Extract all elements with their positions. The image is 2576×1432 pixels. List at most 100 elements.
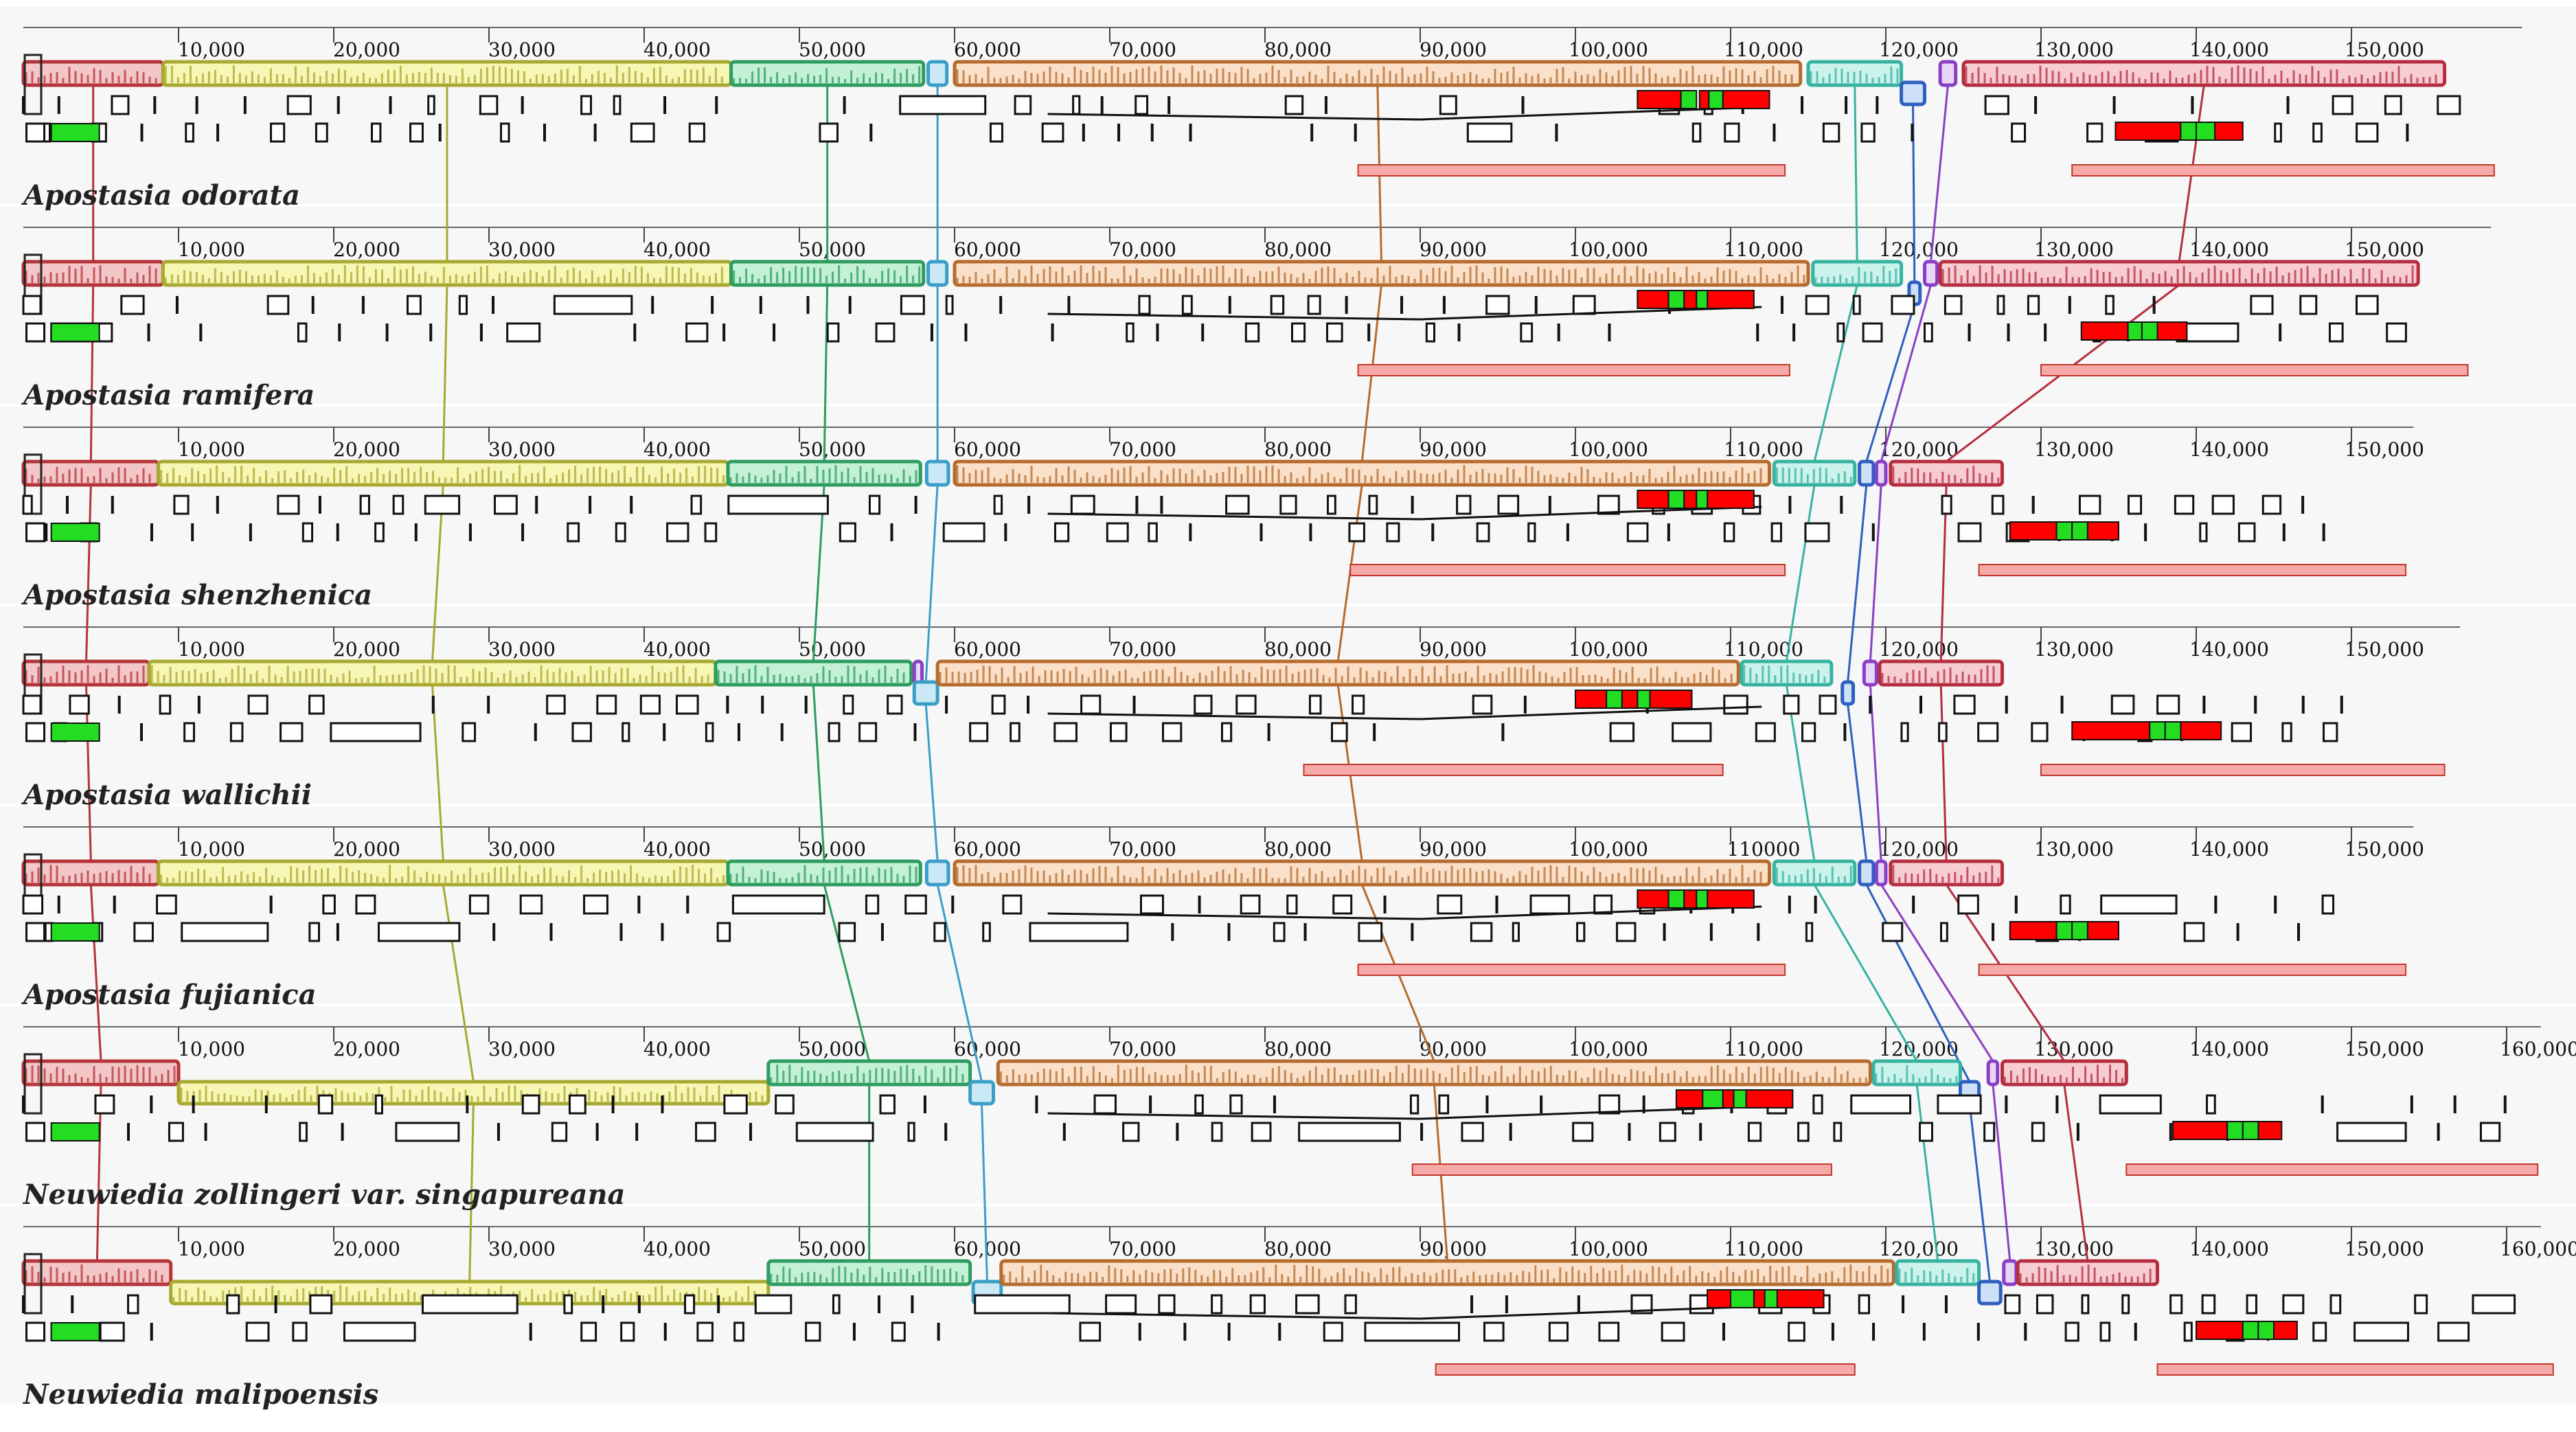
gene-box <box>580 95 593 115</box>
gene-box <box>133 922 154 942</box>
ruler-tick-label: 30,000 <box>488 438 556 461</box>
gene-box <box>1485 295 1510 315</box>
gene-box <box>461 722 477 742</box>
gene-box <box>1162 722 1183 742</box>
ruler-tick-label: 70,000 <box>1109 1238 1176 1260</box>
ruler-tick-label: 20,000 <box>333 1238 400 1260</box>
gene-box <box>1957 894 1979 915</box>
ruler-tick-label: 60,000 <box>954 1038 1021 1060</box>
gene-box <box>2384 95 2402 115</box>
gene-box <box>1944 295 1963 315</box>
homology-connector <box>1869 484 1882 662</box>
ruler-tick-label: 10,000 <box>178 638 245 661</box>
gene-box <box>2081 1294 2090 1315</box>
gene-rrna-green <box>1667 490 1685 509</box>
gene-rrna-red <box>1707 290 1755 309</box>
gene-rrna-green <box>2127 321 2143 341</box>
gene-box <box>1053 722 1078 742</box>
ruler-tick-label: 130,000 <box>2034 638 2114 661</box>
homology-connector <box>1939 684 1948 862</box>
gene-rrna-red <box>2214 122 2244 141</box>
ruler-tick-label: 80,000 <box>1264 38 1332 61</box>
gene-rrna-red <box>1637 490 1669 509</box>
ruler-tick-label: 70,000 <box>1109 838 1176 861</box>
inverted-repeat-bar <box>2040 364 2469 376</box>
gene-box <box>1240 894 1261 915</box>
gene-box <box>322 894 336 915</box>
genome-start-marker <box>23 453 43 515</box>
gene-box <box>1860 122 1876 143</box>
genome-start-marker <box>23 1253 43 1315</box>
ruler-tick-label: 80,000 <box>1264 638 1332 661</box>
gene-box <box>1284 95 1304 115</box>
gene-box <box>805 1321 821 1342</box>
ruler-tick-label: 150,000 <box>2345 38 2424 61</box>
gene-box <box>25 722 46 742</box>
gene-box <box>1937 1094 1982 1115</box>
gene-box <box>567 522 580 543</box>
gene-box <box>704 522 718 543</box>
gene-box <box>2078 495 2101 515</box>
lcb-block <box>1938 60 1958 87</box>
ruler-tick-label: 50,000 <box>799 1238 866 1260</box>
ruler-tick-label: 30,000 <box>488 238 556 261</box>
gene-rrna-green <box>1733 1089 1747 1109</box>
gene-box <box>695 1122 716 1142</box>
lcb-similarity-profile <box>2004 1065 2123 1082</box>
lcb-similarity-profile <box>1775 467 1852 483</box>
genome-name-label: Apostasia ramifera <box>21 379 315 411</box>
gene-green-start <box>50 723 100 742</box>
gene-box <box>156 894 177 915</box>
gene-box <box>639 694 661 715</box>
gene-box <box>2329 1294 2342 1315</box>
gene-rrna-green <box>1696 889 1709 909</box>
homology-connector <box>1968 1103 1991 1282</box>
gene-rrna-green <box>2055 921 2073 940</box>
gene-box <box>2086 122 2104 143</box>
lcb-similarity-profile <box>999 1065 1867 1082</box>
gene-box <box>2472 1294 2516 1315</box>
gene-box <box>1279 495 1297 515</box>
lcb-block <box>1986 1059 2000 1087</box>
homology-connector <box>812 684 825 862</box>
gene-box <box>2064 1321 2079 1342</box>
inverted-repeat-bar <box>1978 964 2407 976</box>
gene-box <box>1512 922 1520 942</box>
ruler-tick-label: 100,000 <box>1569 638 1648 661</box>
gene-rrna-red <box>1649 690 1693 709</box>
gene-box <box>1298 1122 1401 1142</box>
gene-box <box>2027 295 2040 315</box>
gene-rrna-red <box>1722 1089 1735 1109</box>
gene-box <box>1819 694 1837 715</box>
gene-box <box>568 1094 586 1115</box>
gene-box <box>22 495 33 515</box>
gene-rrna-red <box>1707 1289 1732 1308</box>
gene-box <box>1957 522 1982 543</box>
gene-box <box>1747 1122 1762 1142</box>
gene-box <box>395 1122 460 1142</box>
gene-box <box>596 694 617 715</box>
gene-box <box>891 1321 906 1342</box>
ruler-tick-label: 20,000 <box>333 438 400 461</box>
lcb-block <box>21 1259 173 1286</box>
gene-box <box>2282 1294 2305 1315</box>
gene-box <box>1598 1094 1621 1115</box>
gene-box <box>875 322 896 343</box>
gene-box <box>2353 1321 2409 1342</box>
gene-box <box>879 1094 896 1115</box>
gene-box <box>622 722 630 742</box>
gene-box <box>2237 522 2256 543</box>
gene-box <box>1194 694 1213 715</box>
gene-box <box>1659 1122 1676 1142</box>
inverted-repeat-bar <box>1978 564 2407 576</box>
gene-rrna-red <box>1675 1089 1704 1109</box>
gene-connector-line <box>1047 1105 1762 1120</box>
gene-box <box>2174 495 2195 515</box>
gene-box <box>1723 522 1735 543</box>
gene-box <box>25 522 46 543</box>
ruler-tick-label: 60,000 <box>954 38 1021 61</box>
lcb-similarity-profile <box>717 665 905 683</box>
gene-box <box>900 295 925 315</box>
gene-box <box>993 495 1003 515</box>
gene-box <box>299 1122 308 1142</box>
